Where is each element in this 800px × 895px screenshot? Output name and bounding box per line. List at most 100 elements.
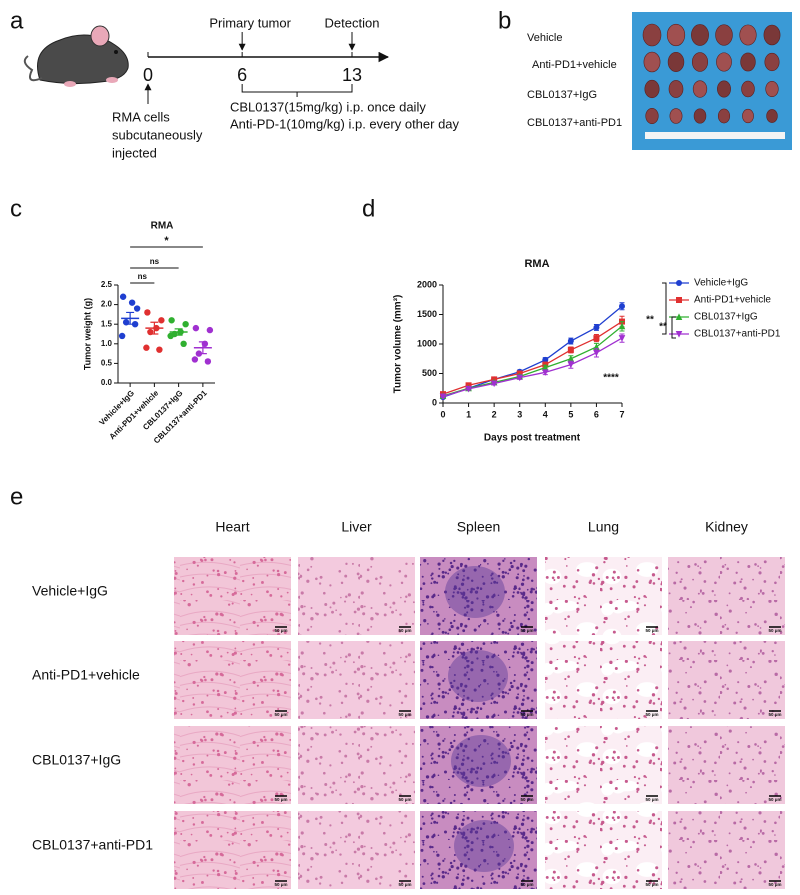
scale-bar-label: 50 μm xyxy=(520,882,533,887)
panel-letter: d xyxy=(362,195,375,222)
tissue xyxy=(668,557,785,635)
day-label: 0 xyxy=(143,65,153,85)
tumor xyxy=(691,52,709,72)
tissue xyxy=(545,641,662,719)
x-tick-label: 0 xyxy=(440,409,445,419)
tumor xyxy=(692,80,708,98)
significance-bracket xyxy=(671,316,676,339)
sem-bar xyxy=(174,328,183,336)
scale-bar-label: 50 μm xyxy=(645,882,658,887)
tumor xyxy=(766,109,778,123)
mouse-illustration xyxy=(23,25,129,87)
injection-text: subcutaneously xyxy=(112,127,203,142)
day-label: 13 xyxy=(342,65,362,85)
histology-image: 50 μm xyxy=(545,726,662,804)
sem-bar xyxy=(150,321,159,335)
tumor xyxy=(693,108,707,124)
tissue xyxy=(545,726,662,804)
tumor xyxy=(717,108,731,124)
chart-title: RMA xyxy=(524,258,549,270)
tumor xyxy=(742,108,754,124)
y-tick-label: 1.5 xyxy=(101,319,113,328)
significance-label: * xyxy=(164,235,169,247)
significance-label: ns xyxy=(138,272,148,281)
sem-bar xyxy=(198,341,207,355)
histology-image: 50 μm xyxy=(174,811,291,889)
marker xyxy=(516,374,524,382)
histology-image: 50 μm xyxy=(668,811,785,889)
column-header: Liver xyxy=(341,519,372,535)
x-tick-label: 4 xyxy=(543,409,548,419)
data-point xyxy=(131,321,139,328)
data-point xyxy=(180,340,187,347)
scale-bar-label: 50 μm xyxy=(398,797,411,802)
tumor xyxy=(717,80,731,98)
data-point xyxy=(158,317,165,324)
scale-bar-label: 50 μm xyxy=(768,882,781,887)
data-point xyxy=(119,293,127,300)
tumor xyxy=(668,80,684,98)
marker xyxy=(675,331,683,338)
histology-image: 50 μm xyxy=(668,641,785,719)
data-point xyxy=(128,299,136,306)
injection-text: injected xyxy=(112,145,157,160)
marker xyxy=(675,313,683,320)
data-point xyxy=(192,324,200,332)
histology-image: 50 μm xyxy=(420,557,537,635)
data-point xyxy=(156,346,163,353)
tissue xyxy=(668,641,785,719)
tumor xyxy=(741,80,755,98)
histology-image: 50 μm xyxy=(545,557,662,635)
y-tick-label: 2000 xyxy=(417,279,437,289)
event-label: Primary tumor xyxy=(209,15,291,30)
data-point xyxy=(206,326,214,334)
significance-bracket xyxy=(662,282,667,335)
significance-label: ** xyxy=(659,322,667,333)
x-tick-label: 3 xyxy=(517,409,522,419)
sem-bar xyxy=(126,311,135,325)
white-pulp xyxy=(454,820,514,872)
scale-bar-label: 50 μm xyxy=(645,628,658,633)
tissue xyxy=(174,557,291,635)
data-point xyxy=(118,332,126,340)
scale-bar-label: 50 μm xyxy=(398,628,411,633)
y-tick-label: 0.0 xyxy=(101,378,113,387)
row-label: CBL0137+IgG xyxy=(32,752,121,768)
day-label: 6 xyxy=(237,65,247,85)
histology-image: 50 μm xyxy=(668,557,785,635)
marker xyxy=(593,349,600,357)
tissue xyxy=(668,726,785,804)
row-label: CBL0137+anti-PD1 xyxy=(32,837,153,853)
histology-image: 50 μm xyxy=(420,641,537,719)
tissue xyxy=(174,726,291,804)
data-point xyxy=(182,321,189,328)
tissue xyxy=(298,726,415,804)
y-tick-label: 1500 xyxy=(417,309,437,319)
data-point xyxy=(167,332,174,340)
event-label: Detection xyxy=(325,15,380,30)
tissue xyxy=(174,811,291,889)
white-pulp xyxy=(445,566,505,618)
marker xyxy=(676,297,682,303)
histology-image: 50 μm xyxy=(668,726,785,804)
data-point xyxy=(143,344,150,351)
y-tick-label: 1.0 xyxy=(101,339,113,348)
column-header: Heart xyxy=(215,519,249,535)
tumor xyxy=(669,108,683,124)
scale-bar-label: 50 μm xyxy=(398,882,411,887)
histology-image: 50 μm xyxy=(298,557,415,635)
regimen-bracket xyxy=(241,84,353,97)
ruler xyxy=(645,132,785,139)
scale-bar-label: 50 μm xyxy=(645,712,658,717)
histology-image: 50 μm xyxy=(298,726,415,804)
data-point xyxy=(191,356,199,363)
data-point xyxy=(204,358,212,365)
histology-image: 50 μm xyxy=(545,811,662,889)
marker xyxy=(676,280,682,286)
histology-image: 50 μm xyxy=(545,641,662,719)
injection-text: RMA cells xyxy=(112,109,170,124)
tumor xyxy=(642,23,662,47)
scale-bar-label: 50 μm xyxy=(274,712,287,717)
tumor xyxy=(715,24,733,46)
marker xyxy=(593,324,600,331)
